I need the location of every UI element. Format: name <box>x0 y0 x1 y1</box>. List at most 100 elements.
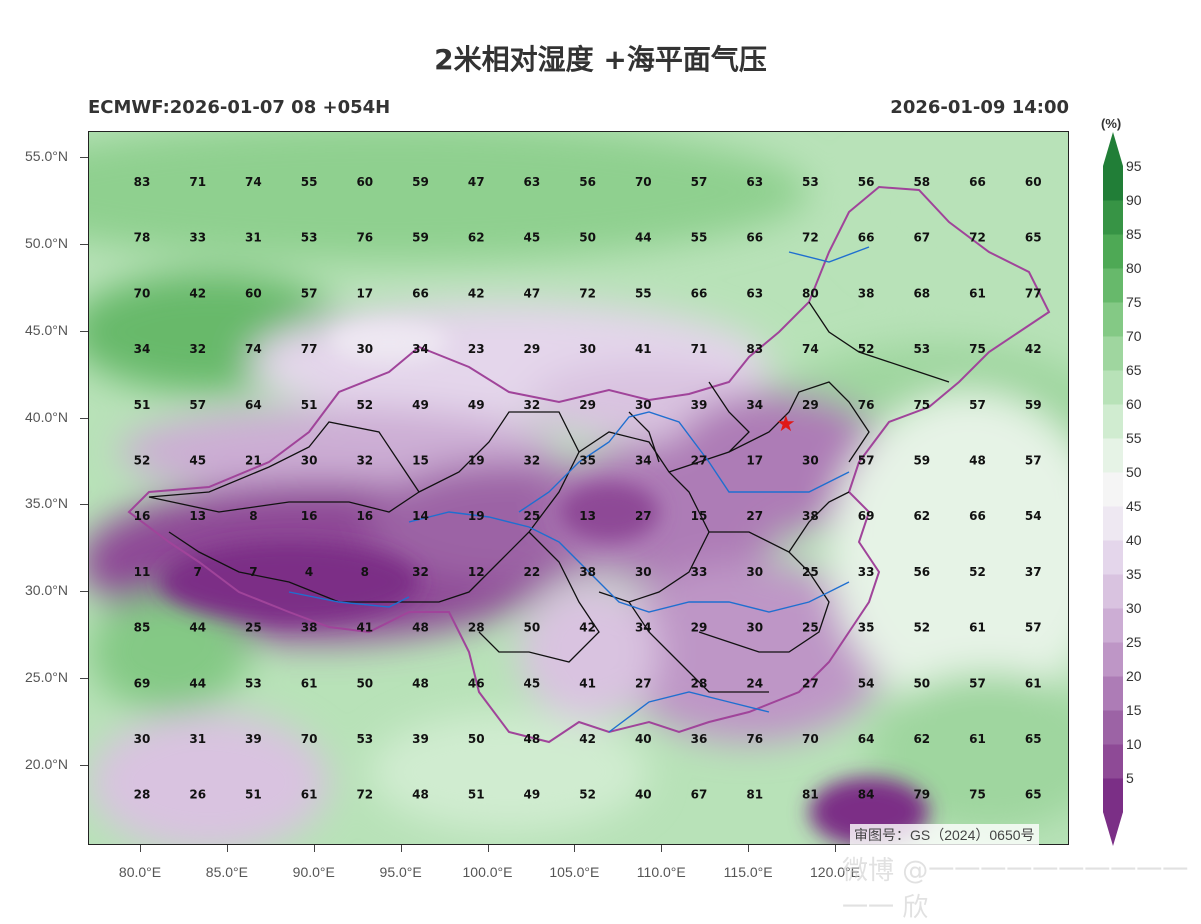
station-humidity-value: 28 <box>134 788 151 802</box>
colorbar-segment <box>1103 778 1123 813</box>
station-humidity-value: 66 <box>412 286 429 300</box>
station-humidity-value: 52 <box>858 342 875 356</box>
station-humidity-value: 30 <box>746 565 763 579</box>
station-humidity-value: 85 <box>134 621 151 635</box>
colorbar-tick-label: 50 <box>1126 464 1142 480</box>
station-humidity-value: 32 <box>524 398 541 412</box>
station-humidity-value: 28 <box>691 676 708 690</box>
station-humidity-value: 69 <box>858 509 875 523</box>
station-humidity-value: 66 <box>746 231 763 245</box>
rivers <box>288 246 870 733</box>
station-humidity-value: 51 <box>468 788 485 802</box>
station-humidity-value: 47 <box>524 286 541 300</box>
station-humidity-value: 57 <box>189 398 206 412</box>
station-humidity-value: 66 <box>858 231 875 245</box>
colorbar-segment <box>1103 506 1123 541</box>
station-humidity-value: 21 <box>245 454 262 468</box>
station-humidity-value: 34 <box>746 398 763 412</box>
station-humidity-value: 44 <box>635 231 652 245</box>
station-humidity-value: 59 <box>412 231 429 245</box>
station-humidity-value: 52 <box>969 565 986 579</box>
station-humidity-value: 81 <box>746 788 763 802</box>
station-humidity-value: 64 <box>245 398 262 412</box>
colorbar-unit: (%) <box>1101 116 1122 131</box>
station-humidity-value: 55 <box>301 175 318 189</box>
lon-tick-label: 120.0°E <box>810 864 860 880</box>
colorbar-tick-label: 90 <box>1126 192 1142 208</box>
station-humidity-value: 14 <box>412 509 429 523</box>
station-humidity-value: 61 <box>301 676 318 690</box>
station-humidity-value: 79 <box>913 788 930 802</box>
colorbar-segment <box>1103 336 1123 371</box>
station-humidity-value: 38 <box>579 565 596 579</box>
colorbar-tick-label: 80 <box>1126 260 1142 276</box>
station-humidity-value: 42 <box>189 286 206 300</box>
province-borders <box>148 301 950 693</box>
station-humidity-value: 25 <box>245 621 262 635</box>
station-humidity-value: 76 <box>356 231 373 245</box>
station-humidity-value: 53 <box>802 175 819 189</box>
station-humidity-value: 66 <box>969 175 986 189</box>
station-humidity-value: 45 <box>524 231 541 245</box>
colorbar-tick-label: 95 <box>1126 158 1142 174</box>
station-humidity-value: 26 <box>189 788 206 802</box>
colorbar-segment <box>1103 234 1123 269</box>
station-humidity-value: 48 <box>412 788 429 802</box>
lon-tick <box>835 845 836 852</box>
station-humidity-value: 52 <box>913 621 930 635</box>
station-humidity-value: 52 <box>579 788 596 802</box>
station-humidity-value: 33 <box>189 231 206 245</box>
station-humidity-value: 49 <box>468 398 485 412</box>
station-humidity-value: 57 <box>1025 621 1042 635</box>
colorbar-segment <box>1103 676 1123 711</box>
station-humidity-value: 61 <box>969 621 986 635</box>
colorbar-tick-label: 65 <box>1126 362 1142 378</box>
station-humidity-value: 70 <box>802 732 819 746</box>
station-humidity-value: 41 <box>579 676 596 690</box>
station-humidity-value: 83 <box>746 342 763 356</box>
valid-time-label: 2026-01-09 14:00 <box>890 97 1069 118</box>
china-border <box>127 185 1051 744</box>
lon-tick <box>574 845 576 852</box>
station-humidity-value: 13 <box>579 509 596 523</box>
station-humidity-value: 84 <box>858 788 875 802</box>
lat-tick <box>80 765 88 766</box>
station-humidity-value: 61 <box>1025 676 1042 690</box>
station-humidity-value: 64 <box>858 732 875 746</box>
station-humidity-value: 41 <box>635 342 652 356</box>
lat-tick <box>80 591 88 593</box>
station-humidity-value: 53 <box>356 732 373 746</box>
station-humidity-value: 45 <box>524 676 541 690</box>
colorbar-tick-label: 10 <box>1126 736 1142 752</box>
station-humidity-value: 58 <box>913 175 930 189</box>
station-humidity-value: 41 <box>356 621 373 635</box>
station-humidity-value: 62 <box>913 732 930 746</box>
station-humidity-value: 33 <box>691 565 708 579</box>
station-humidity-value: 81 <box>802 788 819 802</box>
lon-tick <box>748 845 750 852</box>
station-humidity-value: 7 <box>249 565 257 579</box>
station-humidity-value: 12 <box>468 565 485 579</box>
station-humidity-value: 30 <box>301 454 318 468</box>
colorbar-segment <box>1103 642 1123 677</box>
lon-tick <box>313 845 315 852</box>
station-humidity-value: 50 <box>913 676 930 690</box>
station-humidity-value: 50 <box>356 676 373 690</box>
station-humidity-value: 69 <box>134 676 151 690</box>
colorbar <box>1103 132 1123 846</box>
station-humidity-value: 25 <box>524 509 541 523</box>
station-humidity-value: 29 <box>691 621 708 635</box>
colorbar-segment <box>1103 302 1123 337</box>
station-humidity-value: 57 <box>691 175 708 189</box>
station-humidity-value: 45 <box>189 454 206 468</box>
station-humidity-value: 54 <box>1025 509 1042 523</box>
station-humidity-value: 25 <box>802 621 819 635</box>
station-humidity-value: 83 <box>134 175 151 189</box>
station-humidity-value: 42 <box>579 732 596 746</box>
station-humidity-value: 49 <box>412 398 429 412</box>
station-humidity-value: 30 <box>635 565 652 579</box>
station-humidity-value: 70 <box>635 175 652 189</box>
station-humidity-value: 27 <box>635 676 652 690</box>
station-humidity-value: 13 <box>189 509 206 523</box>
station-humidity-value: 42 <box>1025 342 1042 356</box>
